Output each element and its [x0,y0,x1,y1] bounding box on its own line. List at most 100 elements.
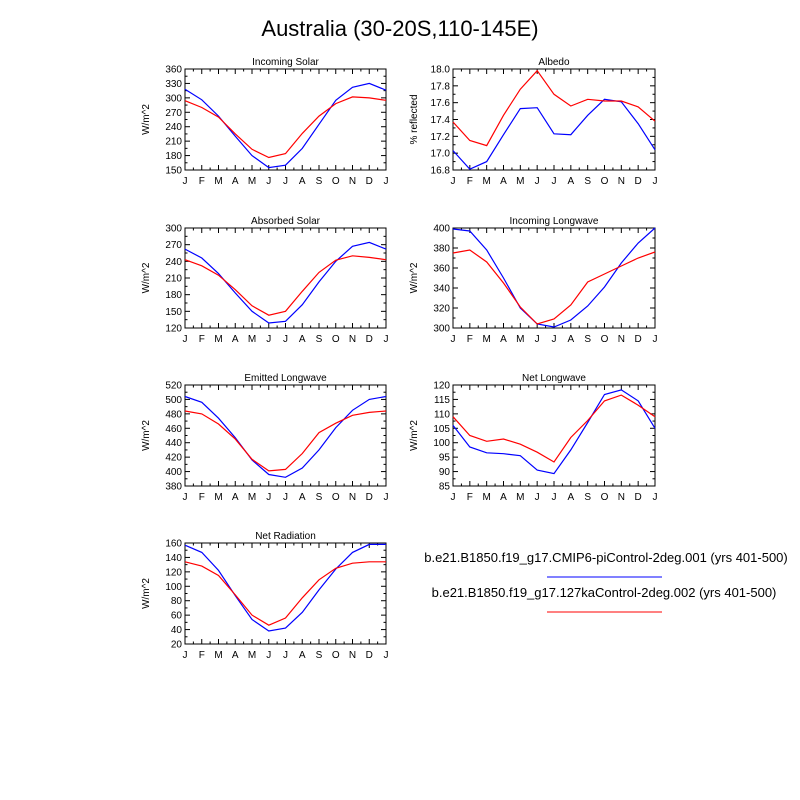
x-tick-label: J [535,334,540,345]
x-tick-label: A [299,492,306,503]
x-tick-label: D [635,334,642,345]
x-tick-label: D [366,176,373,187]
x-tick-label: M [248,176,256,187]
plot-frame [452,68,656,171]
x-tick-label: J [266,650,271,661]
x-tick-label: N [618,492,625,503]
y-tick-label: 140 [165,553,182,564]
x-tick-label: A [567,176,574,187]
x-tick-label: J [266,492,271,503]
x-tick-label: J [535,176,540,187]
figure-title: Australia (30-20S,110-145E) [261,16,538,41]
y-tick-label: 270 [165,240,182,251]
y-tick-label: 400 [165,467,182,478]
y-tick-label: 90 [439,467,451,478]
x-tick-label: A [232,650,239,661]
series-line-2 [184,410,387,472]
y-tick-label: 60 [171,611,183,622]
x-tick-label: O [332,492,340,503]
x-tick-label: S [316,334,323,345]
y-tick-label: 360 [165,65,182,76]
panel-title: Net Longwave [522,373,586,384]
x-tick-label: N [349,334,356,345]
x-tick-label: M [248,492,256,503]
x-tick-label: N [618,334,625,345]
x-tick-label: M [214,650,222,661]
y-tick-label: 17.4 [431,115,451,126]
x-tick-label: J [552,334,557,345]
series-line-2 [452,69,656,147]
series-line-1 [184,241,387,324]
x-tick-label: J [384,176,389,187]
y-tick-label: 210 [165,274,182,285]
x-tick-label: A [299,176,306,187]
x-tick-label: M [516,334,524,345]
x-tick-label: J [535,492,540,503]
y-tick-label: 240 [165,257,182,268]
y-tick-label: 120 [165,567,182,578]
x-tick-label: J [384,650,389,661]
x-tick-label: J [183,334,188,345]
x-tick-label: A [500,334,507,345]
x-tick-label: J [552,176,557,187]
y-tick-label: 80 [171,596,183,607]
x-tick-label: J [653,176,658,187]
x-tick-label: F [199,334,205,345]
panel-title: Net Radiation [255,531,316,542]
y-tick-label: 380 [165,482,182,493]
y-axis-label: W/m^2 [141,578,152,609]
panel-title: Absorbed Solar [251,216,321,227]
y-tick-label: 300 [433,324,450,335]
y-tick-label: 20 [171,640,183,651]
x-tick-label: J [384,334,389,345]
x-tick-label: D [366,334,373,345]
x-tick-label: O [332,334,340,345]
series-line-2 [452,394,656,463]
plot-frame [452,384,656,487]
x-tick-label: F [199,492,205,503]
legend-label-series-1: b.e21.B1850.f19_g17.CMIP6-piControl-2deg… [424,550,788,565]
y-tick-label: 340 [433,284,450,295]
x-tick-label: M [516,492,524,503]
y-tick-label: 320 [433,304,450,315]
x-tick-label: J [183,176,188,187]
y-tick-label: 85 [439,482,451,493]
x-tick-label: A [299,650,306,661]
x-tick-label: J [283,650,288,661]
plot-frame [184,542,387,645]
x-tick-label: N [349,492,356,503]
x-tick-label: M [482,492,490,503]
series-line-2 [452,249,656,325]
plot-frame [184,384,387,487]
y-tick-label: 120 [433,381,450,392]
x-tick-label: N [618,176,625,187]
x-tick-label: M [214,176,222,187]
series-line-1 [184,395,387,478]
y-tick-label: 100 [165,582,182,593]
series-line-2 [184,255,387,316]
y-tick-label: 17.2 [431,132,451,143]
y-tick-label: 360 [433,264,450,275]
x-tick-label: J [266,176,271,187]
x-tick-label: J [183,492,188,503]
x-tick-label: J [266,334,271,345]
x-tick-label: J [283,176,288,187]
x-tick-label: M [482,334,490,345]
x-tick-label: O [601,334,609,345]
y-tick-label: 17.0 [431,149,451,160]
y-tick-label: 300 [165,224,182,235]
y-tick-label: 180 [165,290,182,301]
x-tick-label: F [467,492,473,503]
x-tick-label: M [214,492,222,503]
x-tick-label: S [584,334,591,345]
series-line-1 [452,98,656,170]
y-tick-label: 380 [433,244,450,255]
y-axis-label: W/m^2 [141,262,152,293]
x-tick-label: J [451,492,456,503]
y-tick-label: 500 [165,395,182,406]
